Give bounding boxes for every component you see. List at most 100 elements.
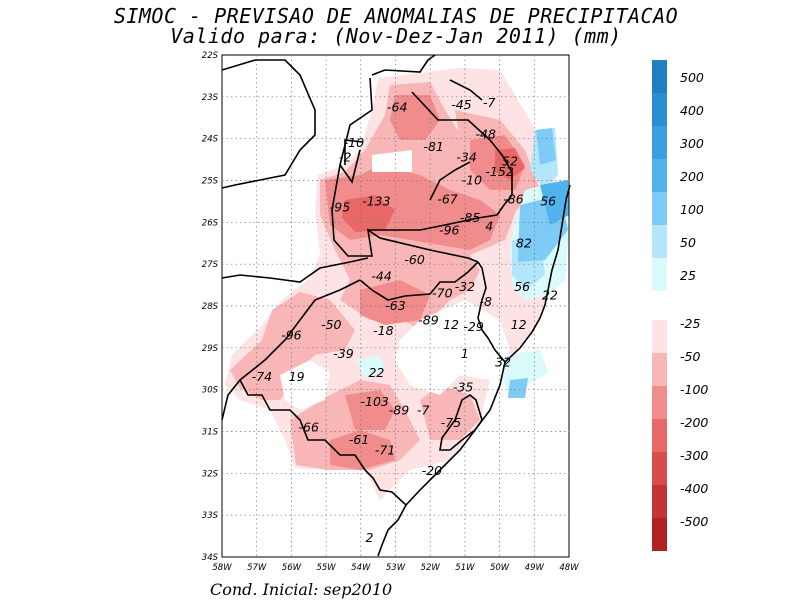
anomaly-region-neutral	[222, 55, 378, 180]
border-line	[439, 394, 483, 451]
border-line	[477, 261, 506, 363]
legend-positive-label: 300	[680, 136, 704, 151]
contour-value-label: 82	[516, 235, 532, 250]
legend-negative-label: -100	[680, 382, 708, 397]
contour-value-label: -29	[463, 319, 483, 334]
longitude-tick-label: 50W	[490, 563, 510, 573]
anomaly-region-positive-strong	[508, 378, 528, 398]
anomaly-region-strong	[345, 390, 395, 430]
contour-value-label: -8	[479, 294, 492, 309]
legend-positive: 500 400 300 200 100 50 25	[652, 60, 704, 291]
latitude-tick-label: 24S	[202, 135, 219, 145]
border-line	[449, 79, 483, 101]
contour-value-label: -85	[460, 210, 480, 225]
longitude-tick-label: 53W	[386, 563, 406, 573]
legend-positive-swatch	[652, 258, 667, 291]
legend-positive-swatch	[652, 60, 667, 93]
contour-value-label: -71	[375, 442, 395, 457]
contour-value-label: 22	[542, 288, 558, 303]
contour-labels: -64 -45 -7-48-10-2-81-34 52-152-10-67-133-9…	[252, 95, 558, 545]
contour-value-label: -7	[483, 95, 496, 110]
contour-value-label: 12	[511, 317, 527, 332]
legend-positive-label: 400	[680, 103, 704, 118]
longitude-tick-label: 49W	[525, 563, 545, 573]
contour-value-label: -39	[333, 346, 353, 361]
contour-value-label: -96	[439, 223, 459, 238]
contour-value-label: -60	[404, 252, 424, 267]
contour-value-label: -50	[321, 317, 341, 332]
contour-value-label: -10	[344, 135, 364, 150]
latitude-tick-label: 28S	[202, 302, 219, 312]
legend-negative-swatch	[652, 419, 667, 452]
map-subtitle: Valido para: (Nov-Dez-Jan 2011) (mm)	[170, 24, 622, 48]
anomaly-region-strong	[390, 95, 440, 140]
anomaly-region-neutral	[280, 360, 330, 410]
contour-value-label: 32	[495, 354, 511, 369]
anomaly-region-strong	[360, 280, 430, 325]
legend-negative-label: -500	[680, 514, 708, 529]
contour-value-label: 19	[289, 369, 305, 384]
border-line	[221, 279, 361, 421]
contour-value-label: 2	[365, 530, 373, 545]
anomaly-region-positive-strong	[536, 128, 556, 165]
contour-value-label: -61	[349, 432, 369, 447]
contour-value-label: 4	[485, 219, 493, 234]
longitude-tick-label: 52W	[421, 563, 441, 573]
longitude-tick-label: 48W	[559, 563, 579, 573]
legend-positive-swatch	[652, 126, 667, 159]
contour-value-label: 1	[461, 346, 469, 361]
legend-positive-swatch	[652, 225, 667, 258]
contour-value-label: -81	[423, 139, 443, 154]
contour-value-label: -44	[371, 269, 391, 284]
latitude-tick-label: 31S	[202, 428, 219, 438]
border-line	[221, 257, 369, 283]
legend-negative-swatch	[652, 320, 667, 353]
border-line	[371, 54, 436, 76]
border-line	[359, 261, 479, 301]
legend-positive-swatch	[652, 192, 667, 225]
contour-value-label: -35	[453, 380, 473, 395]
border-line	[239, 379, 407, 557]
contour-value-label: -18	[373, 323, 393, 338]
border-line	[429, 161, 471, 201]
contour-value-label: -63	[385, 298, 405, 313]
initial-condition-caption: Cond. Inicial: sep2010	[210, 580, 393, 599]
anomaly-region-severe	[342, 195, 395, 232]
contour-value-label: -70	[432, 285, 452, 300]
longitude-axis: 58W 57W 56W 55W 54W 53W 52W 51W 50W 49W 48W	[212, 563, 579, 573]
contour-value-label: -86	[503, 191, 523, 206]
latitude-tick-label: 23S	[202, 93, 219, 103]
contour-value-label: -48	[476, 126, 496, 141]
latitude-tick-label: 29S	[202, 344, 219, 354]
latitude-tick-label: 25S	[202, 177, 219, 187]
contour-value-label: -64	[387, 99, 407, 114]
legend-positive-label: 500	[680, 70, 704, 85]
contour-value-label: 52	[502, 154, 518, 169]
legend-negative-swatch	[652, 452, 667, 485]
legend-negative-label: -200	[680, 415, 708, 430]
legend-positive-label: 25	[680, 268, 696, 283]
border-line	[368, 214, 498, 231]
contour-value-label: -67	[437, 191, 457, 206]
border-line	[344, 139, 363, 165]
legend-positive-label: 100	[680, 202, 704, 217]
anomaly-region-medium	[230, 292, 355, 400]
contour-value-label: -20	[422, 463, 442, 478]
contour-value-label: -103	[360, 394, 388, 409]
latitude-tick-label: 32S	[202, 469, 219, 479]
anomaly-region-positive-light	[355, 355, 385, 378]
anomaly-region-neutral	[372, 150, 412, 172]
contour-value-label: -95	[330, 200, 350, 215]
contour-value-label: -32	[455, 279, 475, 294]
border-line	[221, 59, 316, 189]
contour-value-label: -7	[417, 403, 430, 418]
legend-negative-label: -25	[680, 316, 700, 331]
legend-negative-swatch	[652, 518, 667, 551]
legend-positive-label: 50	[680, 235, 696, 250]
legend-negative-swatch	[652, 386, 667, 419]
gridlines	[222, 55, 569, 557]
latitude-tick-label: 27S	[202, 260, 219, 270]
contour-value-label: -74	[252, 369, 272, 384]
border-line	[405, 184, 571, 506]
